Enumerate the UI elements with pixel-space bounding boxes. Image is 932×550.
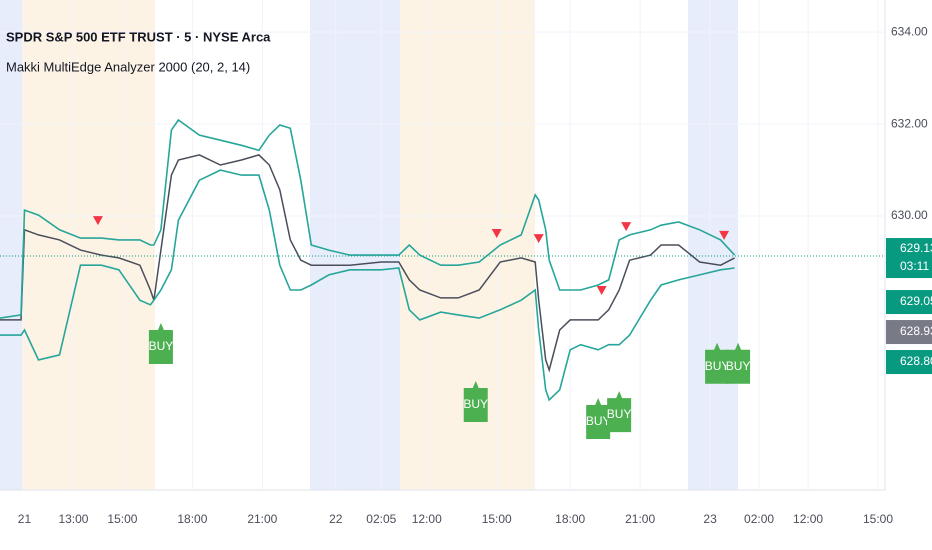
buy-marker: [586, 397, 611, 439]
x-tick-label: 02:00: [744, 512, 774, 526]
buy-marker: [148, 323, 173, 365]
chart-title: SPDR S&P 500 ETF TRUST · 5 · NYSE Arca: [6, 29, 271, 44]
price-tag-label: 628.93: [900, 324, 932, 338]
sell-marker: [621, 222, 632, 232]
x-tick-label: 21:00: [247, 512, 277, 526]
session-bg: [0, 0, 22, 490]
x-tick-label: 21: [18, 512, 32, 526]
sell-marker: [533, 234, 544, 244]
buy-label: BUY: [705, 359, 730, 373]
indicator-name: Makki MultiEdge Analyzer 2000 (20, 2, 14…: [6, 59, 250, 74]
buy-signal: BUY: [607, 391, 632, 433]
buy-label: BUY: [726, 359, 751, 373]
x-tick-label: 02:05: [366, 512, 396, 526]
x-tick-label: 15:00: [107, 512, 137, 526]
session-bg: [310, 0, 400, 490]
price-tag-label: 629.05: [900, 294, 932, 308]
sell-marker: [719, 230, 730, 240]
buy-label: BUY: [149, 339, 174, 353]
buy-marker: [705, 342, 730, 384]
y-tick-label: 630.00: [891, 208, 928, 222]
x-tick-label: 23: [703, 512, 717, 526]
x-tick-label: 18:00: [555, 512, 585, 526]
buy-label: BUY: [586, 414, 611, 428]
price-tag: [886, 350, 932, 375]
session-bg: [688, 0, 738, 490]
price-tag-label: 629.13: [900, 241, 932, 255]
buy-marker: [607, 391, 632, 433]
series-line: [0, 169, 735, 402]
price-tag: [886, 320, 932, 345]
sell-marker: [596, 286, 607, 296]
x-tick-label: 12:00: [793, 512, 823, 526]
x-tick-label: 21:00: [625, 512, 655, 526]
buy-signal: BUY: [148, 323, 174, 365]
grid: [0, 0, 885, 490]
buy-label: BUY: [607, 407, 632, 421]
price-tag: [886, 238, 932, 279]
buy-signal: BUY: [705, 342, 730, 384]
sell-marker: [92, 216, 103, 226]
x-tick-label: 12:00: [412, 512, 442, 526]
sell-marker: [491, 229, 502, 239]
y-tick-label: 632.00: [891, 116, 928, 130]
x-tick-label: 22: [329, 512, 343, 526]
x-tick-label: 15:00: [482, 512, 512, 526]
buy-label: BUY: [463, 397, 488, 411]
series-line: [0, 118, 736, 319]
x-tick-label: 13:00: [58, 512, 88, 526]
buy-marker: [463, 380, 488, 422]
buy-signal: BUY: [726, 342, 751, 384]
x-tick-label: 15:00: [863, 512, 893, 526]
x-tick-label: 18:00: [177, 512, 207, 526]
buy-marker: [726, 342, 751, 384]
series-line: [0, 154, 735, 373]
buy-signal: BUY: [586, 397, 611, 439]
price-tag: [886, 290, 932, 315]
y-tick-label: 634.00: [891, 24, 928, 38]
buy-signal: BUY: [463, 380, 488, 422]
session-bg: [22, 0, 155, 490]
countdown-label: 03:11: [900, 259, 929, 273]
price-tag-label: 628.80: [900, 354, 932, 368]
